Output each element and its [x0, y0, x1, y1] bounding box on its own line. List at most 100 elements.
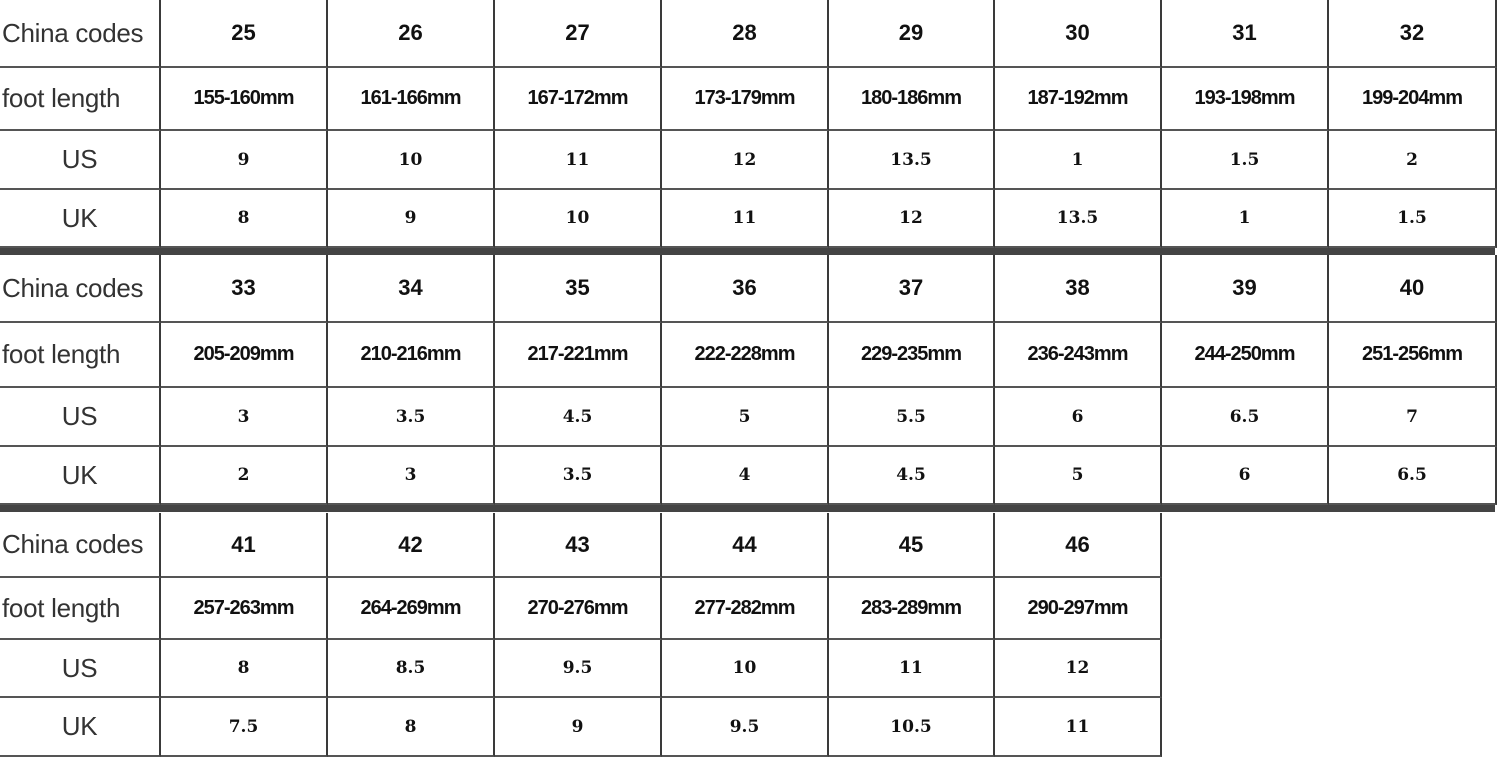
foot-length-cell: 222-228mm: [662, 323, 829, 388]
china-code-cell: 33: [161, 255, 328, 323]
china-code-cell: 35: [495, 255, 662, 323]
us-size-cell: 10: [662, 640, 829, 698]
uk-size-cell: 11: [995, 698, 1162, 757]
uk-size-cell: 1.5: [1329, 190, 1497, 248]
uk-size-cell: 8: [328, 698, 495, 757]
china-code-cell: 43: [495, 513, 662, 578]
uk-size-cell: 3.5: [495, 447, 662, 505]
row-label-foot-length: foot length: [0, 578, 161, 640]
foot-length-cell: 270-276mm: [495, 578, 662, 640]
foot-length-cell: 205-209mm: [161, 323, 328, 388]
china-code-cell: 27: [495, 0, 662, 68]
foot-length-cell: 217-221mm: [495, 323, 662, 388]
uk-size-cell: 6: [1162, 447, 1329, 505]
uk-size-cell: 7.5: [161, 698, 328, 757]
us-size-cell: 1: [995, 131, 1162, 190]
foot-length-cell: 283-289mm: [829, 578, 995, 640]
foot-length-cell: 161-166mm: [328, 68, 495, 131]
row-label-us-size: US: [0, 640, 161, 698]
us-size-cell: 3: [161, 388, 328, 447]
china-code-cell: 34: [328, 255, 495, 323]
uk-size-cell: 10: [495, 190, 662, 248]
row-label-china-code: China codes: [0, 0, 161, 68]
uk-size-cell: 2: [161, 447, 328, 505]
uk-size-cell: 3: [328, 447, 495, 505]
us-size-cell: 3.5: [328, 388, 495, 447]
us-size-cell: 7: [1329, 388, 1497, 447]
uk-size-cell: 6.5: [1329, 447, 1497, 505]
us-size-cell: 13.5: [829, 131, 995, 190]
uk-size-cell: 4.5: [829, 447, 995, 505]
foot-length-cell: 229-235mm: [829, 323, 995, 388]
foot-length-cell: 244-250mm: [1162, 323, 1329, 388]
foot-length-cell: 290-297mm: [995, 578, 1162, 640]
china-code-cell: 32: [1329, 0, 1497, 68]
us-size-cell: 11: [829, 640, 995, 698]
foot-length-cell: 173-179mm: [662, 68, 829, 131]
block-separator: [0, 248, 1495, 255]
us-size-cell: 1.5: [1162, 131, 1329, 190]
uk-size-cell: 9: [328, 190, 495, 248]
china-code-cell: 28: [662, 0, 829, 68]
foot-length-cell: 193-198mm: [1162, 68, 1329, 131]
uk-size-cell: 4: [662, 447, 829, 505]
uk-size-cell: 10.5: [829, 698, 995, 757]
china-code-cell: 40: [1329, 255, 1497, 323]
us-size-cell: 8.5: [328, 640, 495, 698]
us-size-cell: 9: [161, 131, 328, 190]
foot-length-cell: 277-282mm: [662, 578, 829, 640]
row-label-uk-size: UK: [0, 698, 161, 757]
china-code-cell: 39: [1162, 255, 1329, 323]
china-code-cell: 38: [995, 255, 1162, 323]
foot-length-cell: 155-160mm: [161, 68, 328, 131]
china-code-cell: 37: [829, 255, 995, 323]
foot-length-cell: 187-192mm: [995, 68, 1162, 131]
china-code-cell: 36: [662, 255, 829, 323]
china-code-cell: 46: [995, 513, 1162, 578]
foot-length-cell: 167-172mm: [495, 68, 662, 131]
china-code-cell: 31: [1162, 0, 1329, 68]
china-code-cell: 41: [161, 513, 328, 578]
foot-length-cell: 251-256mm: [1329, 323, 1497, 388]
foot-length-cell: 180-186mm: [829, 68, 995, 131]
row-label-china-code: China codes: [0, 255, 161, 323]
us-size-cell: 8: [161, 640, 328, 698]
us-size-cell: 2: [1329, 131, 1497, 190]
row-label-china-code: China codes: [0, 513, 161, 578]
us-size-cell: 5.5: [829, 388, 995, 447]
row-label-foot-length: foot length: [0, 323, 161, 388]
uk-size-cell: 13.5: [995, 190, 1162, 248]
us-size-cell: 6.5: [1162, 388, 1329, 447]
row-label-us-size: US: [0, 388, 161, 447]
china-code-cell: 29: [829, 0, 995, 68]
row-label-us-size: US: [0, 131, 161, 190]
us-size-cell: 11: [495, 131, 662, 190]
uk-size-cell: 5: [995, 447, 1162, 505]
foot-length-cell: 257-263mm: [161, 578, 328, 640]
us-size-cell: 12: [995, 640, 1162, 698]
us-size-cell: 10: [328, 131, 495, 190]
block-separator: [0, 505, 1495, 512]
china-code-cell: 26: [328, 0, 495, 68]
foot-length-cell: 210-216mm: [328, 323, 495, 388]
uk-size-cell: 12: [829, 190, 995, 248]
us-size-cell: 4.5: [495, 388, 662, 447]
row-label-uk-size: UK: [0, 447, 161, 505]
foot-length-cell: 236-243mm: [995, 323, 1162, 388]
row-label-foot-length: foot length: [0, 68, 161, 131]
us-size-cell: 12: [662, 131, 829, 190]
us-size-cell: 5: [662, 388, 829, 447]
us-size-cell: 6: [995, 388, 1162, 447]
china-code-cell: 30: [995, 0, 1162, 68]
china-code-cell: 42: [328, 513, 495, 578]
uk-size-cell: 8: [161, 190, 328, 248]
uk-size-cell: 9.5: [662, 698, 829, 757]
uk-size-cell: 11: [662, 190, 829, 248]
foot-length-cell: 199-204mm: [1329, 68, 1497, 131]
china-code-cell: 44: [662, 513, 829, 578]
uk-size-cell: 9: [495, 698, 662, 757]
row-label-uk-size: UK: [0, 190, 161, 248]
china-code-cell: 25: [161, 0, 328, 68]
china-code-cell: 45: [829, 513, 995, 578]
us-size-cell: 9.5: [495, 640, 662, 698]
